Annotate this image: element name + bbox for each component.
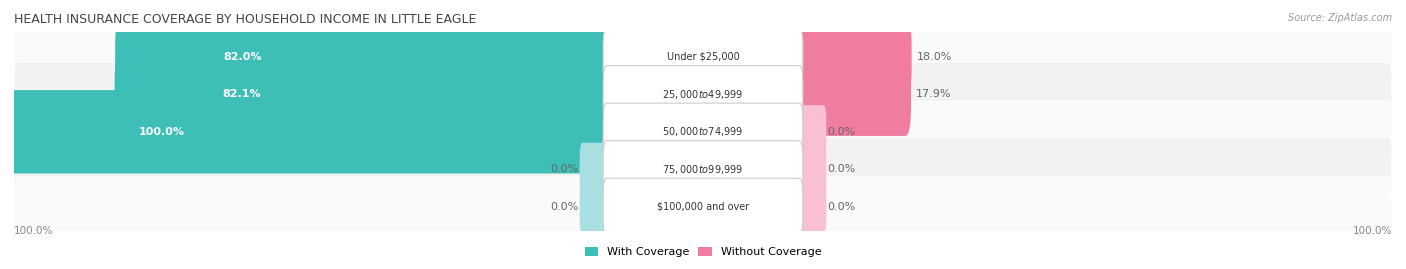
Text: 0.0%: 0.0% xyxy=(827,127,855,137)
Text: $75,000 to $99,999: $75,000 to $99,999 xyxy=(662,163,744,176)
Legend: With Coverage, Without Coverage: With Coverage, Without Coverage xyxy=(581,242,825,262)
FancyBboxPatch shape xyxy=(794,15,911,98)
FancyBboxPatch shape xyxy=(797,180,827,233)
Text: 82.0%: 82.0% xyxy=(224,52,262,62)
Text: 82.1%: 82.1% xyxy=(222,89,262,99)
FancyBboxPatch shape xyxy=(603,66,803,123)
FancyBboxPatch shape xyxy=(14,101,1392,163)
Text: 0.0%: 0.0% xyxy=(551,202,579,212)
Text: 100.0%: 100.0% xyxy=(139,127,186,137)
FancyBboxPatch shape xyxy=(14,176,1392,238)
FancyBboxPatch shape xyxy=(797,143,827,196)
Text: 0.0%: 0.0% xyxy=(827,202,855,212)
Text: 17.9%: 17.9% xyxy=(915,89,952,99)
FancyBboxPatch shape xyxy=(579,180,609,233)
FancyBboxPatch shape xyxy=(579,143,609,196)
FancyBboxPatch shape xyxy=(8,90,612,174)
Text: 18.0%: 18.0% xyxy=(917,52,952,62)
FancyBboxPatch shape xyxy=(115,15,612,98)
FancyBboxPatch shape xyxy=(797,105,827,158)
FancyBboxPatch shape xyxy=(794,52,911,136)
FancyBboxPatch shape xyxy=(603,103,803,161)
FancyBboxPatch shape xyxy=(603,28,803,85)
FancyBboxPatch shape xyxy=(14,138,1392,201)
FancyBboxPatch shape xyxy=(603,178,803,236)
Text: $25,000 to $49,999: $25,000 to $49,999 xyxy=(662,88,744,101)
FancyBboxPatch shape xyxy=(14,26,1392,88)
Text: Source: ZipAtlas.com: Source: ZipAtlas.com xyxy=(1288,13,1392,23)
Text: HEALTH INSURANCE COVERAGE BY HOUSEHOLD INCOME IN LITTLE EAGLE: HEALTH INSURANCE COVERAGE BY HOUSEHOLD I… xyxy=(14,13,477,26)
FancyBboxPatch shape xyxy=(115,52,612,136)
Text: 100.0%: 100.0% xyxy=(14,226,53,236)
Text: 0.0%: 0.0% xyxy=(551,164,579,174)
FancyBboxPatch shape xyxy=(14,63,1392,125)
Text: $100,000 and over: $100,000 and over xyxy=(657,202,749,212)
Text: $50,000 to $74,999: $50,000 to $74,999 xyxy=(662,125,744,138)
Text: Under $25,000: Under $25,000 xyxy=(666,52,740,62)
Text: 100.0%: 100.0% xyxy=(1353,226,1392,236)
FancyBboxPatch shape xyxy=(603,141,803,198)
Text: 0.0%: 0.0% xyxy=(827,164,855,174)
